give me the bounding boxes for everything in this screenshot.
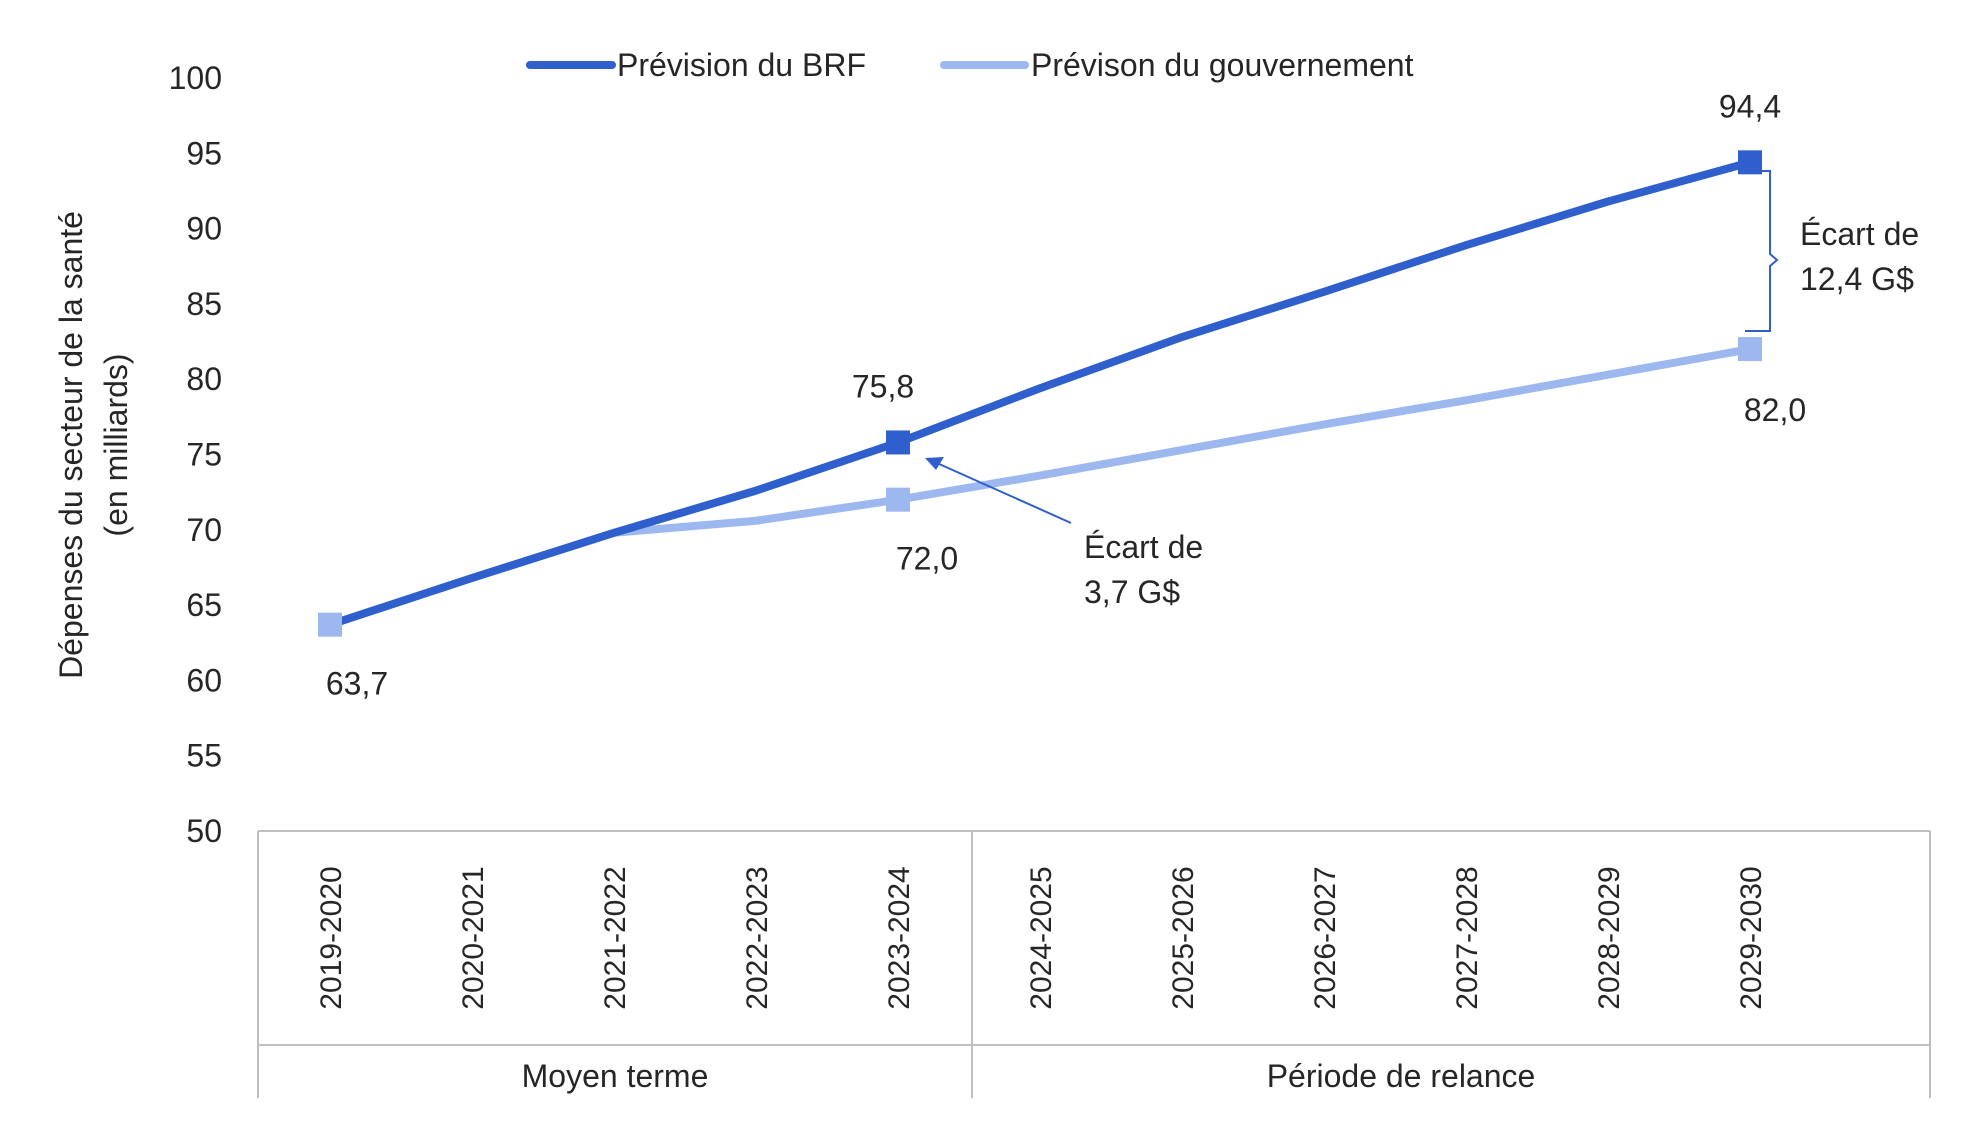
x-tick-label: 2022-2023: [741, 866, 774, 1009]
data-point-marker: [886, 487, 910, 512]
x-tick-label: 2025-2026: [1167, 866, 1200, 1009]
y-tick-label: 75: [186, 437, 222, 473]
series-line: [326, 158, 1754, 629]
y-tick-label: 90: [186, 211, 222, 247]
series-layer: [318, 150, 1762, 637]
x-tick-label: 2019-2020: [315, 866, 348, 1009]
axis-layer: 50 55 60 65 70 75 80 85 90 95 100 Dépenses du secte…: [53, 60, 1931, 1098]
data-label-layer: 75,8 94,4 63,7 72,0 82,0: [326, 88, 1806, 701]
data-point-marker: [1738, 337, 1762, 362]
gap-arrow: [927, 458, 1072, 524]
y-tick-label: 100: [169, 60, 222, 96]
gap-bracket: [1745, 170, 1779, 332]
x-group-label: Moyen terme: [522, 1058, 709, 1094]
annotation-text: Écart de: [1084, 529, 1203, 565]
y-tick-label: 60: [186, 662, 222, 698]
data-point-marker: [886, 430, 910, 455]
y-tick-label: 85: [186, 286, 222, 322]
x-tick-label: 2023-2024: [883, 866, 916, 1009]
data-label: 82,0: [1744, 392, 1806, 428]
legend: Prévision du BRF Prévison du gouvernement: [526, 47, 1414, 83]
y-tick-label: 65: [186, 587, 222, 623]
data-point-marker: [318, 612, 342, 637]
x-tick-label: 2024-2025: [1025, 866, 1058, 1009]
y-axis-label: Dépenses du secteur de la santé (en milli…: [53, 211, 134, 679]
x-group-label: Période de relance: [1267, 1058, 1536, 1094]
x-tick-label: 2028-2029: [1593, 866, 1626, 1009]
legend-label: Prévision du BRF: [617, 47, 866, 83]
gap-arrow-head: [925, 457, 944, 470]
legend-label: Prévison du gouvernement: [1031, 47, 1414, 83]
x-tick-label: 2026-2027: [1309, 866, 1342, 1009]
y-tick-label: 70: [186, 512, 222, 548]
data-label: 94,4: [1719, 88, 1781, 124]
y-tick-label: 80: [186, 361, 222, 397]
data-label: 75,8: [852, 368, 914, 404]
x-tick-label: 2020-2021: [457, 866, 490, 1009]
data-label: 63,7: [326, 666, 388, 702]
annotation-text: 12,4 G$: [1800, 261, 1914, 297]
y-tick-label: 95: [186, 135, 222, 171]
data-label: 72,0: [896, 541, 958, 577]
x-tick-label: 2021-2022: [599, 866, 632, 1009]
y-tick-label: 50: [186, 813, 222, 849]
annotation-text: 3,7 G$: [1084, 574, 1180, 610]
annotation-text: Écart de: [1800, 216, 1919, 252]
x-tick-label: 2029-2030: [1735, 866, 1768, 1009]
x-tick-label: 2027-2028: [1451, 866, 1484, 1009]
annotation-layer: Écart de 3,7 G$ Écart de 12,4 G$: [925, 170, 1919, 610]
y-tick-label: 55: [186, 738, 222, 774]
